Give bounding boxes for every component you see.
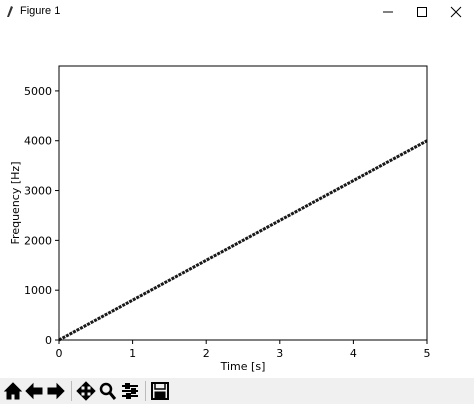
- y-tick-label: 2000: [24, 234, 52, 247]
- y-tick-label: 0: [45, 334, 52, 347]
- toolbar-icons: [3, 381, 169, 401]
- x-tick-label: 3: [276, 347, 283, 360]
- y-tick-label: 5000: [24, 85, 52, 98]
- window-title: Figure 1: [20, 5, 61, 17]
- close-button[interactable]: [450, 6, 462, 18]
- x-tick-label: 1: [129, 347, 136, 360]
- chart: 0 1000 2000 3000 4000 5000 0 1 2 3 4 5 Time [s] Frequ…: [9, 65, 431, 373]
- x-tick-label: 0: [56, 347, 63, 360]
- back-button[interactable]: [25, 382, 43, 400]
- y-tick-label: 3000: [24, 185, 52, 198]
- x-axis-label: Time [s]: [220, 360, 266, 373]
- y-axis-label: Frequency [Hz]: [9, 162, 22, 245]
- plot-frame: [58, 65, 428, 341]
- title-bar-icons: [7, 6, 462, 18]
- data-line: [58, 139, 428, 342]
- y-tick-label: 4000: [24, 135, 52, 148]
- app-icon: [7, 6, 13, 17]
- forward-button[interactable]: [47, 382, 65, 400]
- x-tick-label: 2: [203, 347, 210, 360]
- home-button[interactable]: [3, 382, 23, 400]
- pan-button[interactable]: [76, 381, 96, 401]
- x-tick-label: 5: [424, 347, 431, 360]
- title-bar: Figure 1: [0, 0, 474, 26]
- configure-button[interactable]: [122, 383, 138, 399]
- zoom-button[interactable]: [99, 382, 117, 400]
- y-tick-label: 1000: [24, 284, 52, 297]
- toolbar: [0, 378, 474, 404]
- maximize-button[interactable]: [417, 7, 427, 17]
- x-tick-label: 4: [350, 347, 357, 360]
- save-button[interactable]: [151, 382, 169, 400]
